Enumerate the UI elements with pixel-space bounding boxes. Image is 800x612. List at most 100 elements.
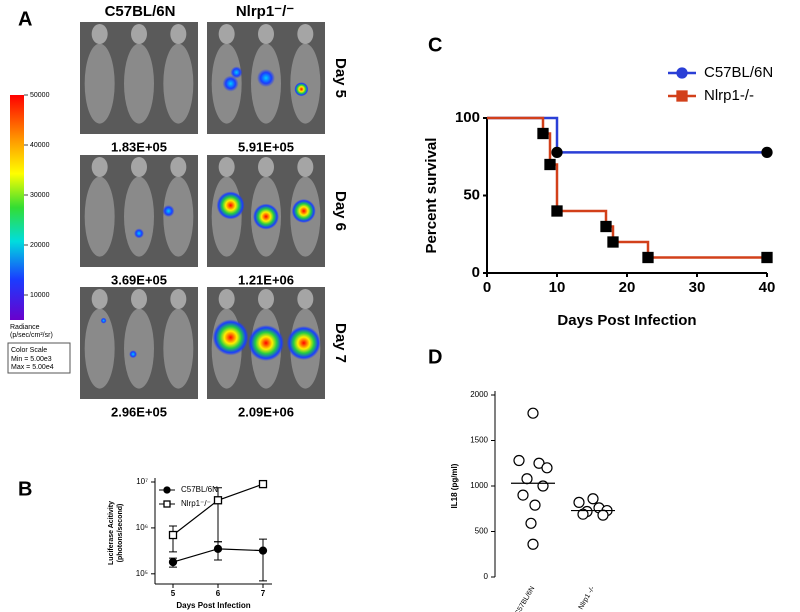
marker	[258, 479, 268, 489]
mouse-head	[91, 289, 108, 309]
signal-blob	[222, 75, 239, 92]
marker	[168, 530, 178, 540]
legend-marker	[676, 67, 688, 79]
mouse-body	[163, 43, 194, 124]
x-tick-label: C57BL/6N	[514, 585, 536, 612]
data-point	[573, 496, 585, 508]
x-tick-label: 40	[759, 279, 776, 296]
x-tick-label: 20	[619, 279, 636, 296]
mouse-body	[84, 308, 115, 389]
mouse-head	[297, 289, 314, 309]
mouse-head	[218, 157, 235, 177]
marker	[537, 127, 549, 140]
y-tick-label: 50	[463, 186, 480, 203]
y-tick-label: 0	[484, 572, 489, 581]
signal-blob	[286, 326, 321, 360]
mouse-head	[170, 24, 187, 44]
x-axis-label: Days Post Infection	[557, 312, 696, 329]
y-axis-label: IL18 (pg/ml)	[450, 463, 459, 508]
color-scale-title: Color Scale	[11, 347, 47, 354]
signal-blob	[134, 228, 144, 239]
data-point	[517, 489, 529, 501]
marker	[258, 546, 268, 555]
x-tick-label: 7	[261, 589, 266, 598]
signal-blob	[253, 203, 279, 230]
data-point	[527, 407, 539, 419]
marker	[607, 236, 619, 248]
legend-marker	[163, 500, 171, 508]
mouse-body	[124, 176, 154, 257]
survival-curve	[487, 116, 767, 154]
marker	[213, 496, 223, 505]
error-bar	[214, 487, 222, 543]
y-tick-label: 10⁵	[136, 569, 148, 578]
mouse-head	[258, 157, 274, 177]
data-point	[529, 499, 541, 511]
colorbar-tick-label: 10000	[30, 292, 50, 299]
colorbar	[10, 95, 24, 320]
column-header: Nlrp1⁻/⁻	[236, 3, 294, 20]
mouse-body	[163, 176, 194, 257]
colorbar-tick-label: 50000	[30, 92, 50, 99]
x-tick-label: 5	[171, 589, 176, 598]
y-tick-label: 10⁷	[136, 477, 148, 486]
mouse-head	[131, 289, 147, 309]
marker	[213, 544, 223, 553]
data-point	[577, 508, 589, 520]
data-point	[527, 538, 539, 550]
panel-a: A C57BL/6N Nlrp1⁻/⁻ 1.83E+05 5.91E+05 Day …	[7, 3, 349, 419]
y-tick-label: 0	[472, 264, 480, 281]
colorbar-tick-label: 20000	[30, 242, 50, 249]
y-tick-label: 1500	[470, 436, 488, 445]
colorbar-tick-label: 30000	[30, 192, 50, 199]
mouse-head	[170, 157, 187, 177]
mouse-head	[131, 24, 147, 44]
signal-blob	[212, 319, 249, 356]
mouse-head	[297, 24, 314, 44]
mouse-body	[163, 308, 194, 389]
signal-blob	[291, 199, 316, 223]
signal-blob	[162, 205, 175, 217]
panel-label: B	[18, 478, 32, 500]
signal-blob	[248, 325, 284, 361]
y-tick-label: 500	[475, 527, 489, 536]
legend-label: C57BL/6N	[181, 485, 218, 494]
signal-blob	[216, 191, 245, 220]
x-axis-label: Days Post Infection	[176, 601, 250, 610]
y-axis-label: Luciferase Acitivity	[108, 501, 115, 565]
flux-value: 1.21E+06	[238, 272, 294, 287]
signal-blob	[129, 350, 138, 359]
marker	[642, 251, 654, 264]
mouse-head	[258, 24, 274, 44]
mouse-head	[218, 289, 235, 309]
data-point	[521, 473, 533, 485]
color-scale-max: Max = 5.00e4	[11, 364, 54, 371]
y-tick-label: 100	[455, 109, 480, 126]
mouse-head	[91, 157, 108, 177]
survival-curve	[487, 116, 767, 259]
panel-label: A	[18, 8, 32, 30]
x-tick-label: 6	[216, 589, 221, 598]
signal-blob	[257, 69, 275, 87]
marker	[600, 220, 612, 233]
marker	[761, 251, 773, 264]
flux-value: 5.91E+05	[238, 139, 294, 154]
charts: B 10⁵ 10⁶ 10⁷ 5 6 7 Days Post Infection Lucifera…	[18, 34, 775, 612]
data-point	[537, 480, 549, 492]
marker	[551, 146, 563, 159]
x-tick-label: Nlrp1 -/-	[578, 585, 597, 611]
y-tick-label: 1000	[470, 481, 488, 490]
y-tick-label: 2000	[470, 390, 488, 399]
mouse-body	[84, 43, 115, 124]
column-header: C57BL/6N	[105, 3, 176, 20]
x-tick-label: 10	[549, 279, 566, 296]
marker	[761, 146, 773, 159]
flux-value: 2.09E+06	[238, 404, 294, 419]
signal-blob	[230, 66, 243, 79]
flux-value: 3.69E+05	[111, 272, 167, 287]
error-bar	[259, 538, 267, 582]
x-tick-label: 30	[689, 279, 706, 296]
marker	[544, 158, 556, 171]
mouse-head	[218, 24, 235, 44]
